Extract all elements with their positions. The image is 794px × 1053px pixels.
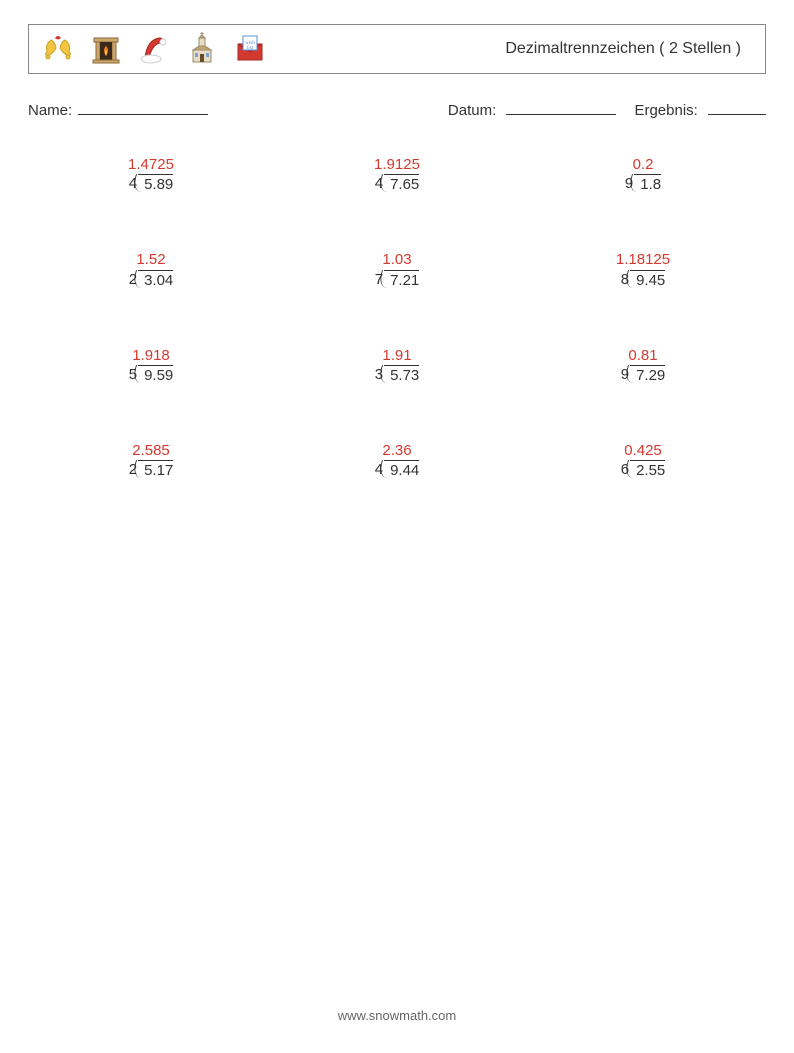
answer: 1.4725	[128, 155, 174, 174]
header-icons: wish list	[41, 31, 267, 67]
santa-hat-icon	[137, 31, 171, 67]
problem: 0.42562.55	[621, 441, 666, 480]
problems-grid: 1.472545.891.912547.650.291.81.5223.041.…	[28, 155, 766, 481]
dividend-wrap: 2.55	[630, 460, 665, 480]
division: 23.04	[129, 270, 174, 290]
fireplace-icon	[89, 31, 123, 67]
problem: 1.5223.04	[129, 250, 174, 289]
division: 62.55	[621, 460, 666, 480]
church-icon	[185, 31, 219, 67]
dividend-wrap: 7.65	[384, 174, 419, 194]
answer: 0.2	[633, 155, 654, 174]
division: 91.8	[625, 174, 661, 194]
date-label: Datum:	[448, 102, 496, 119]
dividend-wrap: 5.73	[384, 365, 419, 385]
dividend-wrap: 9.45	[630, 270, 665, 290]
result-blank	[708, 100, 766, 115]
dividend-wrap: 3.04	[138, 270, 173, 290]
division: 59.59	[129, 365, 174, 385]
meta-row: Name: Datum: Ergebnis:	[28, 100, 766, 119]
answer: 2.36	[382, 441, 411, 460]
division: 45.89	[129, 174, 174, 194]
problem: 1.1812589.45	[616, 250, 670, 289]
worksheet-title: Dezimaltrennzeichen ( 2 Stellen )	[505, 40, 741, 58]
dividend-wrap: 1.8	[634, 174, 661, 194]
dividend: 5.73	[390, 367, 419, 384]
problem: 1.91859.59	[129, 346, 174, 385]
svg-text:list: list	[247, 46, 254, 51]
answer: 2.585	[132, 441, 170, 460]
division: 35.73	[375, 365, 420, 385]
answer: 0.425	[624, 441, 662, 460]
bells-icon	[41, 31, 75, 67]
dividend-wrap: 7.21	[384, 270, 419, 290]
answer: 1.91	[382, 346, 411, 365]
dividend: 3.04	[144, 272, 173, 289]
answer: 1.52	[136, 250, 165, 269]
result-label: Ergebnis:	[634, 102, 697, 119]
date-blank	[506, 100, 616, 115]
name-label: Name:	[28, 102, 72, 119]
problem: 0.291.8	[625, 155, 661, 194]
problem: 2.58525.17	[129, 441, 174, 480]
dividend-wrap: 9.59	[138, 365, 173, 385]
answer: 1.18125	[616, 250, 670, 269]
wishlist-envelope-icon: wish list	[233, 31, 267, 67]
answer: 1.918	[132, 346, 170, 365]
problem: 1.9135.73	[375, 346, 420, 385]
dividend: 9.44	[390, 462, 419, 479]
dividend: 5.17	[144, 462, 173, 479]
division: 89.45	[621, 270, 666, 290]
dividend: 9.45	[636, 272, 665, 289]
problem: 2.3649.44	[375, 441, 420, 480]
division: 25.17	[129, 460, 174, 480]
division: 77.21	[375, 270, 420, 290]
dividend: 2.55	[636, 462, 665, 479]
dividend-wrap: 7.29	[630, 365, 665, 385]
dividend: 5.89	[144, 176, 173, 193]
problem: 1.912547.65	[374, 155, 420, 194]
footer-url: www.snowmath.com	[0, 1008, 794, 1023]
header-box: wish list Dezimaltrennzeichen ( 2 Stelle…	[28, 24, 766, 74]
dividend-wrap: 5.89	[138, 174, 173, 194]
division: 47.65	[375, 174, 420, 194]
name-blank	[78, 100, 208, 115]
problem: 1.0377.21	[375, 250, 420, 289]
division: 49.44	[375, 460, 420, 480]
problem: 0.8197.29	[621, 346, 666, 385]
dividend: 7.21	[390, 272, 419, 289]
division: 97.29	[621, 365, 666, 385]
answer: 0.81	[628, 346, 657, 365]
answer: 1.03	[382, 250, 411, 269]
dividend-wrap: 5.17	[138, 460, 173, 480]
dividend-wrap: 9.44	[384, 460, 419, 480]
dividend: 9.59	[144, 367, 173, 384]
dividend: 1.8	[640, 176, 661, 193]
answer: 1.9125	[374, 155, 420, 174]
dividend: 7.65	[390, 176, 419, 193]
dividend: 7.29	[636, 367, 665, 384]
problem: 1.472545.89	[128, 155, 174, 194]
